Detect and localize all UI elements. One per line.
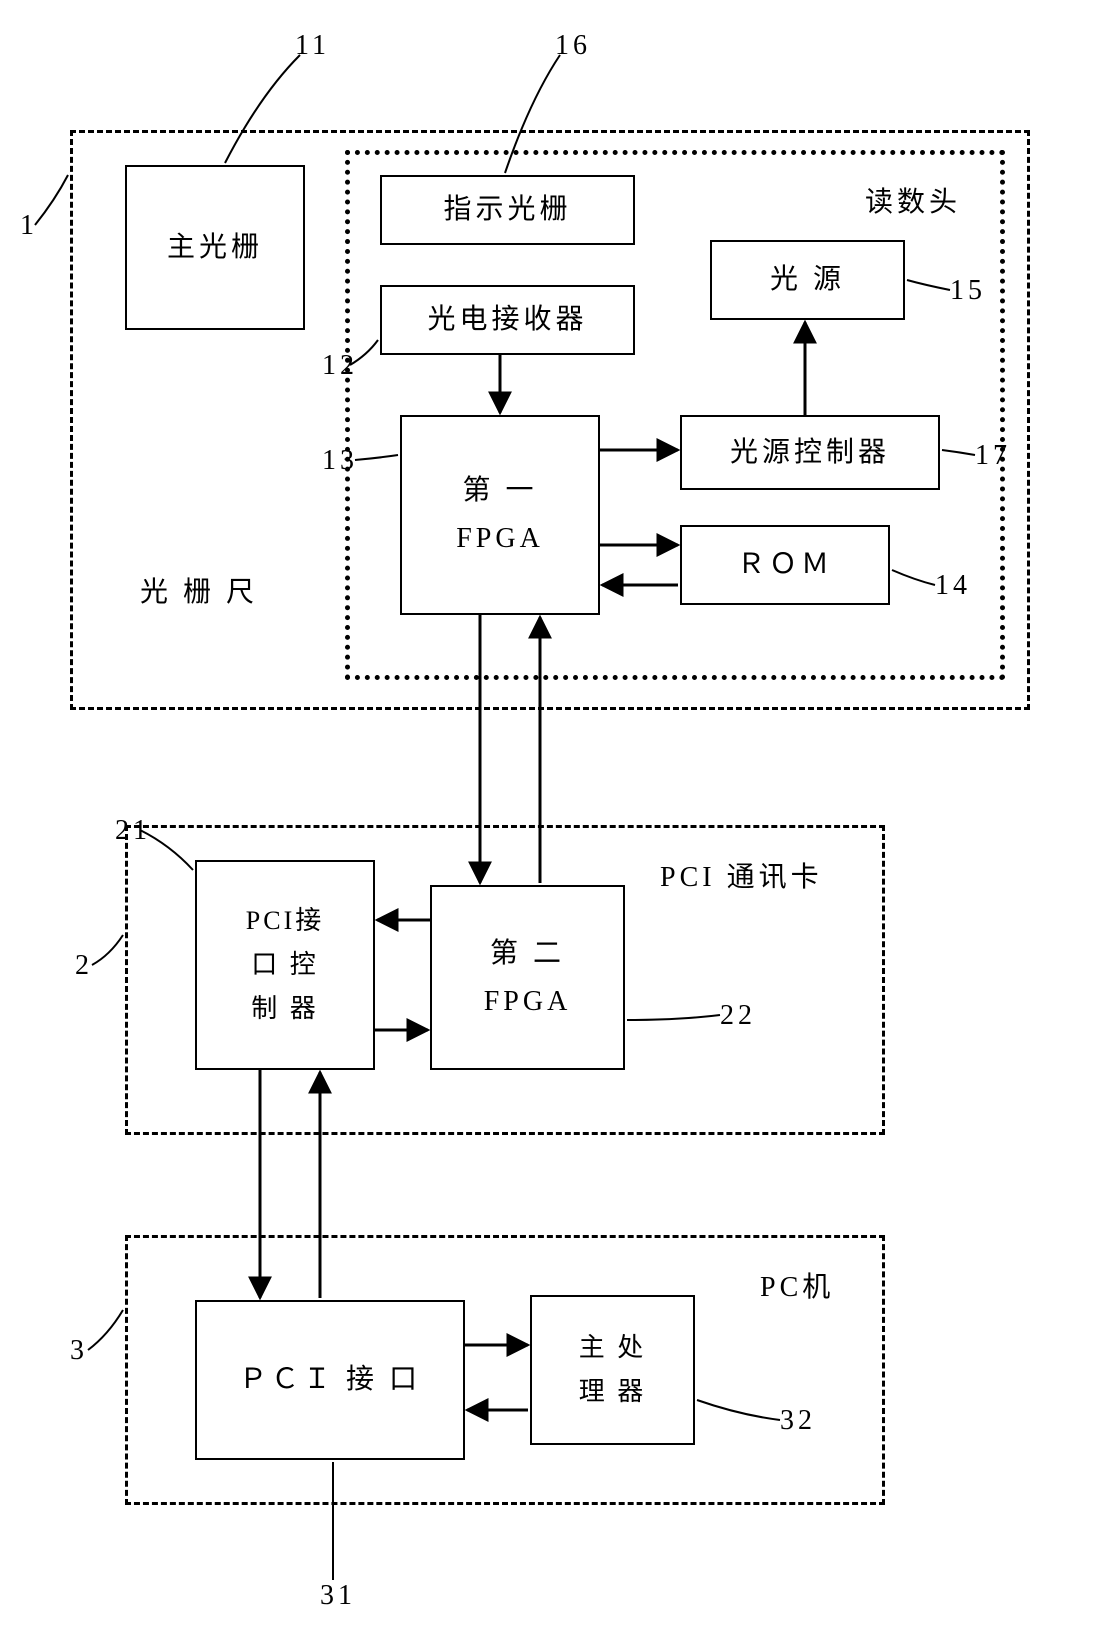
node-main-cpu: 主 处 理 器	[530, 1295, 695, 1445]
region-read-head-label: 读数头	[865, 180, 961, 220]
node-first-fpga-l2: FPGA	[456, 515, 544, 563]
node-first-fpga-l1: 第 一	[456, 467, 544, 515]
node-pci-if-controller-l2: 口 控	[246, 943, 324, 987]
node-main-cpu-l2: 理 器	[579, 1370, 647, 1414]
callout-14: 14	[935, 570, 971, 602]
node-photoreceiver-label: 光电接收器	[427, 296, 587, 344]
node-pci-if-controller-l3: 制 器	[246, 987, 324, 1031]
callout-31: 31	[320, 1580, 356, 1612]
node-second-fpga: 第 二 FPGA	[430, 885, 625, 1070]
callout-16: 16	[555, 30, 591, 62]
callout-11: 11	[295, 30, 330, 62]
node-light-controller: 光源控制器	[680, 415, 940, 490]
region-pci-card-label: PCI 通讯卡	[660, 855, 823, 895]
callout-22: 22	[720, 1000, 756, 1032]
region-grating-scale-label: 光 栅 尺	[140, 570, 258, 610]
callout-32: 32	[780, 1405, 816, 1437]
callout-12: 12	[322, 350, 358, 382]
node-light-controller-label: 光源控制器	[730, 429, 890, 477]
callout-21: 21	[115, 815, 151, 847]
node-pci-port-label: ＰＣＩ 接 口	[239, 1356, 421, 1404]
node-pci-if-controller-l1: PCI接	[246, 899, 324, 943]
callout-17: 17	[975, 440, 1011, 472]
node-pci-if-controller: PCI接 口 控 制 器	[195, 860, 375, 1070]
node-photoreceiver: 光电接收器	[380, 285, 635, 355]
node-light-source: 光 源	[710, 240, 905, 320]
node-indicator-grating-label: 指示光栅	[443, 186, 571, 234]
node-second-fpga-l2: FPGA	[484, 978, 572, 1026]
node-main-grating-label: 主光栅	[167, 224, 263, 272]
callout-13: 13	[322, 445, 358, 477]
node-main-grating: 主光栅	[125, 165, 305, 330]
callout-15: 15	[950, 275, 986, 307]
node-rom: ＲＯＭ	[680, 525, 890, 605]
callout-1: 1	[20, 210, 38, 242]
node-indicator-grating: 指示光栅	[380, 175, 635, 245]
node-first-fpga: 第 一 FPGA	[400, 415, 600, 615]
node-second-fpga-l1: 第 二	[484, 930, 572, 978]
callout-2: 2	[75, 950, 93, 982]
diagram-canvas: 光 栅 尺 读数头 主光栅 指示光栅 光电接收器 第 一 FPGA 光 源 光源…	[0, 0, 1098, 1639]
region-pc-label: PC机	[760, 1265, 834, 1305]
node-pci-port: ＰＣＩ 接 口	[195, 1300, 465, 1460]
node-main-cpu-l1: 主 处	[579, 1326, 647, 1370]
node-rom-label: ＲＯＭ	[737, 541, 833, 589]
callout-3: 3	[70, 1335, 88, 1367]
node-light-source-label: 光 源	[770, 256, 845, 304]
